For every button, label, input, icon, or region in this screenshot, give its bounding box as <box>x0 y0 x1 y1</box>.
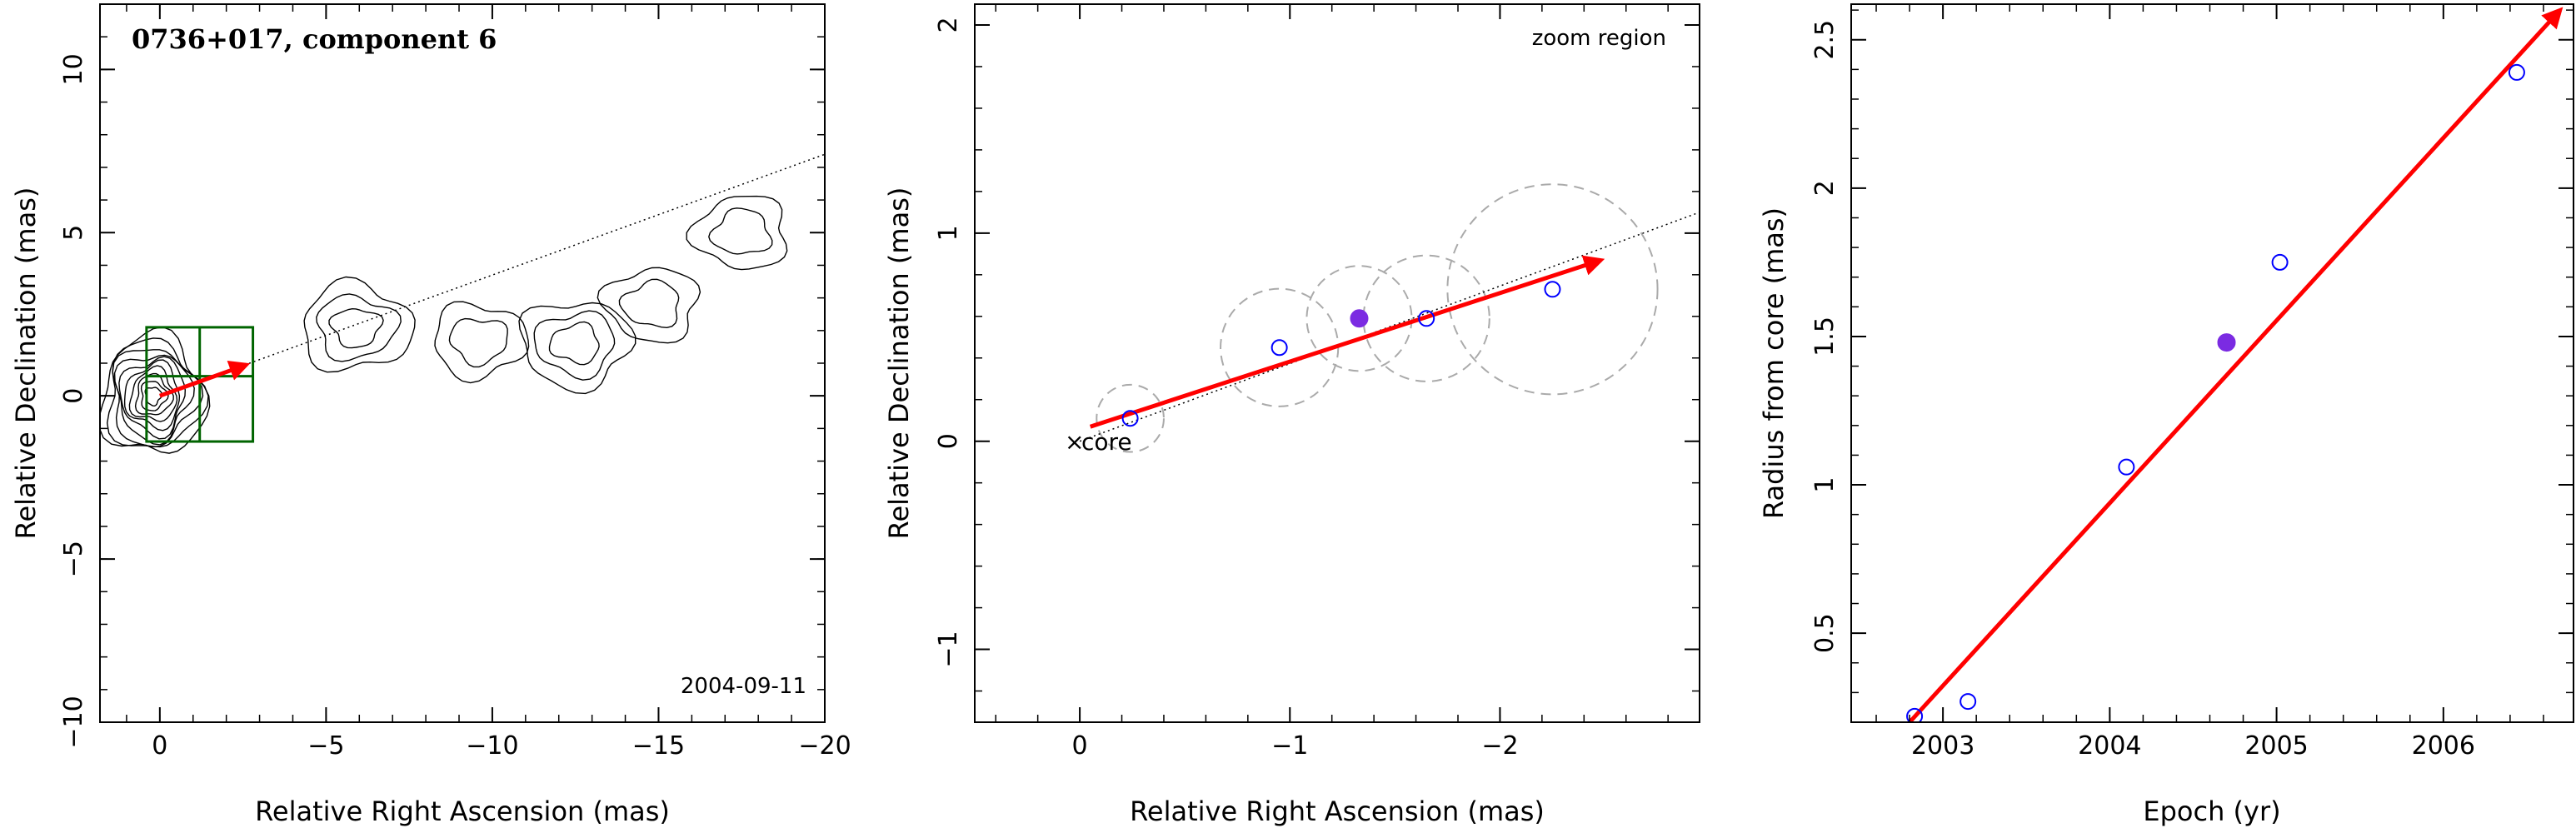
contour-line <box>448 317 508 368</box>
contour-line <box>316 293 402 362</box>
x-axis-label: Relative Right Ascension (mas) <box>1130 796 1545 827</box>
jet-axis-line <box>1079 212 1700 442</box>
x-tick-label: 2006 <box>2412 731 2475 761</box>
radius-epoch-panel: 2003 2004 2005 2006 0.5 1 1.5 2 2.5 Epoch (yr) R… <box>1758 3 2574 827</box>
contour-line <box>106 337 209 448</box>
contour-line <box>618 278 680 329</box>
x-tick-label: −20 <box>798 731 851 761</box>
contour-line <box>518 302 637 395</box>
contour-line <box>548 321 600 366</box>
contour-map-panel: 0 −5 −10 −15 −20 −10 −5 0 5 10 0736+017, componen… <box>10 3 851 827</box>
component-point <box>1544 281 1561 298</box>
y-tick-label: 0 <box>934 433 963 449</box>
y-axis-label: Relative Declination (mas) <box>10 187 42 540</box>
y-tick-label: 1.5 <box>1810 317 1840 357</box>
plot-frame <box>974 3 1700 723</box>
y-tick-label: 5 <box>59 225 88 241</box>
contour-line <box>113 354 195 446</box>
velocity-arrow <box>1089 255 1605 429</box>
data-point <box>2508 63 2525 81</box>
contour-line <box>597 267 701 344</box>
component-point <box>1121 410 1139 427</box>
core-marker: × <box>1065 428 1084 456</box>
contour-line <box>123 359 181 431</box>
x-tick-label: 0 <box>152 731 167 761</box>
y-axis-label: Relative Declination (mas) <box>883 187 915 540</box>
y-tick-label: 10 <box>59 53 88 85</box>
contour-line <box>533 310 616 381</box>
y-tick-label: 2 <box>1810 180 1840 196</box>
x-tick-label: −5 <box>307 731 344 761</box>
y-tick-label: −5 <box>59 541 88 577</box>
y-axis-label: Radius from core (mas) <box>1758 207 1790 519</box>
y-tick-label: 1 <box>934 225 963 241</box>
contour-line <box>112 349 204 448</box>
x-tick-label: 2005 <box>2244 731 2308 761</box>
component-size-circle <box>1446 183 1659 396</box>
component-point <box>1418 310 1435 327</box>
fit-arrow <box>1908 7 2564 722</box>
y-tick-label: 1 <box>1810 476 1840 492</box>
velocity-arrow <box>158 360 251 398</box>
data-point <box>1906 707 1924 722</box>
data-point <box>2271 253 2289 271</box>
x-tick-label: −2 <box>1481 731 1518 761</box>
map-title: 0736+017, component 6 <box>132 23 497 55</box>
jet-axis-line <box>159 153 825 397</box>
x-axis-label: Epoch (yr) <box>2143 796 2280 827</box>
core-label: core <box>1081 428 1132 456</box>
y-tick-label: 0.5 <box>1810 613 1840 653</box>
y-tick-label: −10 <box>59 696 88 748</box>
contour-line <box>708 207 773 255</box>
component-size-circle <box>1305 265 1413 372</box>
zoom-panel: 0 −1 −2 −1 0 1 2 zoom region × core Relative R… <box>883 3 1700 827</box>
component-point-current <box>1350 309 1369 328</box>
contour-line <box>328 307 384 349</box>
contour-line <box>118 356 187 440</box>
x-tick-label: 0 <box>1072 731 1088 761</box>
y-tick-label: 2 <box>934 17 963 32</box>
x-tick-label: 2004 <box>2078 731 2141 761</box>
data-point <box>2118 458 2135 476</box>
plot-frame <box>99 3 826 723</box>
component-size-circle <box>1220 287 1340 407</box>
y-tick-label: −1 <box>934 631 963 667</box>
x-tick-label: −15 <box>632 731 685 761</box>
data-point-current <box>2217 333 2236 352</box>
component-point <box>1271 339 1288 357</box>
zoom-region-label: zoom region <box>1532 26 1666 51</box>
contour-line <box>434 301 530 384</box>
contour-line <box>128 365 178 422</box>
x-axis-label: Relative Right Ascension (mas) <box>255 796 670 827</box>
y-tick-label: 2.5 <box>1810 20 1840 60</box>
contour-line <box>100 326 211 454</box>
y-tick-label: 0 <box>59 388 88 404</box>
contour-line <box>303 276 416 373</box>
contour-map <box>100 195 788 454</box>
data-point <box>1959 693 1977 711</box>
x-tick-label: 2003 <box>1911 731 1974 761</box>
x-tick-label: −10 <box>466 731 518 761</box>
contour-line <box>140 381 169 412</box>
plot-frame <box>1850 3 2574 723</box>
component-size-circle <box>1096 383 1165 453</box>
x-tick-label: −1 <box>1271 731 1308 761</box>
contour-line <box>686 195 788 271</box>
contour-line <box>134 372 174 416</box>
map-date-label: 2004-09-11 <box>681 674 806 699</box>
